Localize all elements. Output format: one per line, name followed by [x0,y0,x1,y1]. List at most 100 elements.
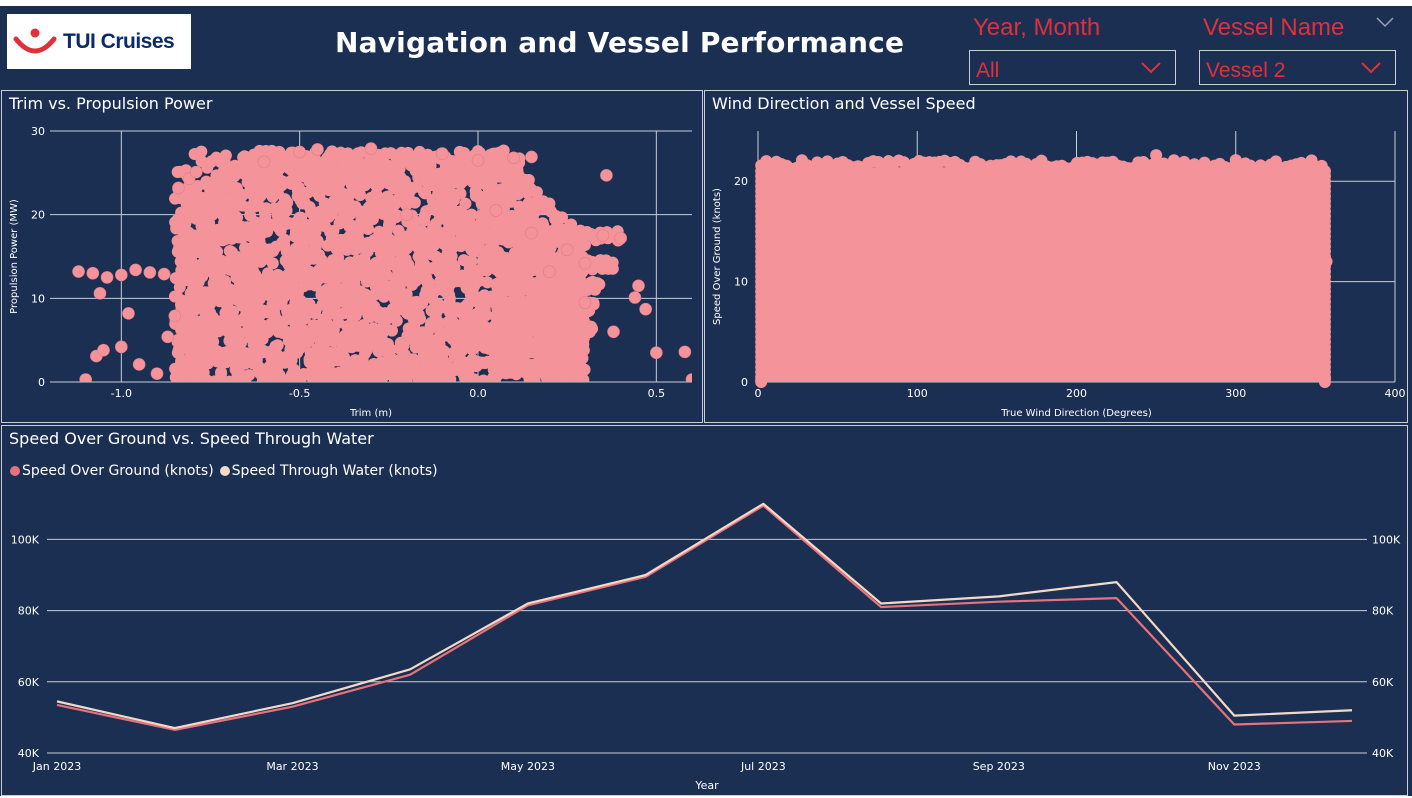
x-tick-label: Jul 2023 [740,760,786,773]
scatter-point [393,195,406,208]
sog-stw-line-chart[interactable]: 40K 40K 60K 60K 80K 80K 100K 100K Jan 2023 Mar 20… [2,426,1409,797]
window-top-strip [0,0,1412,6]
scatter-point [462,309,475,322]
scatter-point [478,319,491,332]
scatter-point [274,296,287,309]
y-tick-label-right: 40K [1372,747,1394,760]
scatter-point [222,217,235,230]
scatter-point [330,308,343,321]
scatter-point [445,221,458,234]
x-axis-label: Year [694,779,719,792]
scatter-point [460,281,473,294]
scatter-point [500,305,513,318]
scatter-point [309,279,322,292]
scatter-point [384,307,397,320]
scatter-point [337,198,350,211]
scatter-point [392,172,405,185]
year-month-slicer[interactable]: All [969,50,1176,85]
scatter-point [513,200,526,213]
scatter-point [291,243,304,256]
scatter-point [191,179,204,192]
scatter-point [172,181,185,195]
scatter-point [97,343,110,357]
scatter-point [406,225,419,238]
collapse-chevron-icon[interactable] [1376,16,1394,28]
scatter-point [271,339,284,352]
scatter-point [489,204,503,217]
legend-dot [10,466,20,476]
legend-item-stw[interactable]: Speed Through Water (knots) [219,463,438,479]
scatter-point [226,194,239,207]
scatter-point [614,231,627,245]
scatter-point [223,230,236,243]
y-tick-label: 20 [734,175,748,188]
scatter-point [543,362,556,375]
scatter-point [393,163,406,176]
scatter-point [241,294,254,307]
scatter-point [338,356,351,369]
y-tick-label: 30 [31,125,45,138]
scatter-point [1150,149,1163,162]
scatter-point [412,242,425,255]
scatter-point [471,153,485,167]
scatter-point [115,268,128,282]
scatter-point [351,326,364,339]
x-tick-label: May 2023 [501,760,555,773]
scatter-point [231,285,244,298]
scatter-point [227,337,240,350]
legend-item-sog[interactable]: Speed Over Ground (knots) [10,463,214,479]
scatter-point [596,229,610,242]
scatter-point [253,189,266,202]
scatter-point [309,240,322,253]
scatter-point [505,211,518,224]
y-tick-label-left: 80K [18,605,40,618]
scatter-point [598,259,611,272]
scatter-point [350,301,363,314]
scatter-point [1229,154,1242,167]
scatter-point [182,204,195,217]
scatter-point [448,346,461,359]
scatter-point [911,157,924,170]
scatter-point [307,153,320,166]
scatter-point [247,148,260,161]
vessel-name-slicer[interactable]: Vessel 2 [1199,50,1396,85]
scatter-point [293,145,306,159]
scatter-point [169,272,182,285]
scatter-point [257,373,270,382]
chevron-down-icon [1141,62,1161,74]
scatter-point [207,261,220,274]
scatter-point [278,375,291,382]
scatter-point [224,261,237,274]
scatter-point [343,370,356,382]
chart-title: Speed Over Ground vs. Speed Through Wate… [9,429,374,448]
scatter-point [398,147,411,160]
scatter-point [398,348,411,361]
scatter-point [407,358,420,371]
scatter-point [526,258,539,271]
scatter-point [261,326,274,339]
trim-power-scatter-chart[interactable]: 0 10 20 30 -1.0 -0.5 0.0 0.5 Trim (m) Propulsion … [2,91,704,424]
scatter-point [569,364,582,377]
scatter-point [273,211,286,224]
scatter-point [377,234,390,247]
scatter-point [685,373,692,382]
scatter-point [413,299,426,312]
scatter-point [600,169,613,182]
scatter-point [232,356,245,369]
scatter-point [307,319,320,332]
scatter-point [270,321,283,334]
scatter-point [543,265,556,278]
scatter-point [228,162,241,175]
scatter-point [549,279,562,292]
scatter-point [290,216,303,229]
scatter-point [129,263,142,277]
scatter-point [578,256,592,270]
scatter-point [632,279,645,293]
scatter-point [554,347,567,360]
scatter-point [607,325,620,339]
scatter-point [1038,275,1051,288]
scatter-point [258,206,271,219]
scatter-point [437,184,450,197]
scatter-point [330,170,343,183]
